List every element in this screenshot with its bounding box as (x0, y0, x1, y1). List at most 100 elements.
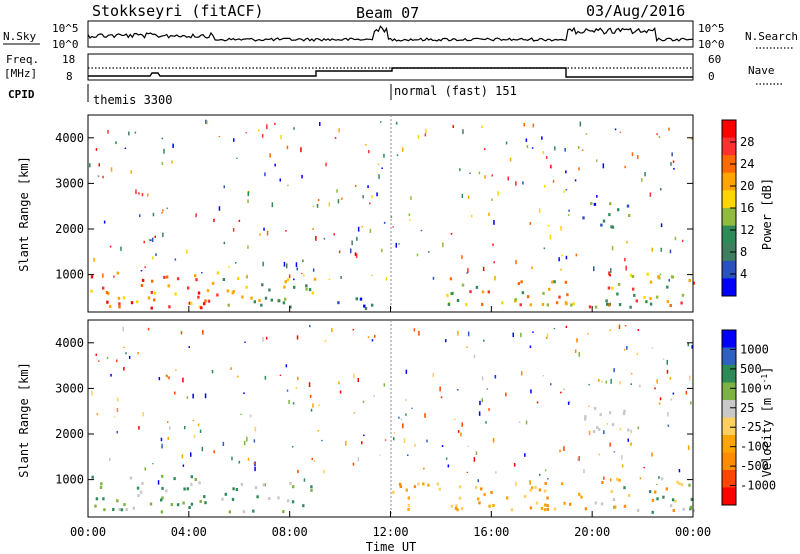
heat-cell (670, 162, 672, 166)
heat-cell (260, 303, 263, 307)
heat-cell (446, 293, 449, 297)
heat-cell (381, 167, 383, 170)
heat-cell (469, 290, 472, 294)
heat-cell (250, 296, 253, 300)
colorbar-frame (721, 329, 737, 506)
heat-cell (561, 254, 563, 257)
heat-cell (691, 137, 693, 140)
heat-cell (395, 121, 398, 125)
heat-cell (666, 369, 669, 374)
heat-cell (612, 498, 616, 501)
heat-cell (222, 441, 225, 447)
heat-cell (235, 262, 237, 264)
velocity-colorbar: 1000 500 100 25 -25 -100 -500 -1000 (721, 329, 776, 506)
xtick-label: 04:00 (171, 525, 207, 539)
heat-cell (365, 144, 367, 146)
nsky-tick-low: 10^0 (52, 38, 79, 51)
heat-cell (132, 506, 135, 510)
heat-cell (662, 495, 665, 499)
ytick-label: 4000 (55, 336, 84, 350)
nsky-panel-frame (87, 20, 694, 48)
heat-cell (626, 345, 628, 350)
nsky-trace (87, 25, 693, 43)
nave-tick-high: 60 (708, 53, 721, 66)
nsearch-tick-high: 10^5 (698, 22, 725, 35)
heat-cell (316, 204, 319, 208)
heat-cell (379, 454, 381, 456)
heat-cell (264, 172, 266, 177)
heat-cell (632, 287, 635, 291)
heat-cell (588, 305, 592, 309)
heat-cell (450, 233, 453, 235)
heat-cell (338, 381, 340, 385)
heat-cell (521, 291, 525, 295)
heat-cell (621, 455, 623, 460)
heat-cell (211, 370, 214, 374)
heat-cell (505, 141, 508, 145)
heat-cell (97, 175, 100, 177)
power-ylabel: Slant Range [km] (17, 156, 31, 272)
heat-cell (545, 336, 548, 339)
heat-cell (262, 337, 264, 342)
heat-cell (197, 423, 200, 427)
heat-cell (174, 391, 176, 395)
heat-cell (656, 379, 658, 384)
heat-cell (422, 482, 425, 486)
heat-cell (287, 184, 289, 187)
heat-cell (563, 501, 566, 505)
heat-cell (166, 375, 168, 378)
heat-cell (606, 423, 609, 425)
heat-cell (603, 476, 605, 480)
heat-cell (118, 305, 121, 309)
heat-cell (594, 406, 597, 410)
xtick-label: 08:00 (272, 525, 308, 539)
heat-cell (186, 487, 189, 491)
heat-cell (192, 419, 195, 422)
heat-cell (544, 503, 547, 507)
heat-cell (507, 176, 509, 181)
heat-cell (580, 495, 583, 499)
nsky-label: N.Sky (3, 30, 36, 43)
heat-cell (100, 482, 103, 486)
heat-cell (184, 426, 186, 430)
heat-cell (531, 486, 534, 490)
heat-cell (578, 146, 580, 149)
heat-cell (560, 225, 562, 231)
heat-cell (174, 292, 177, 296)
heat-cell (310, 488, 313, 492)
heat-cell (282, 301, 286, 305)
heat-cell (648, 490, 652, 494)
time-axis: 00:00 04:00 08:00 12:00 16:00 20:00 00:00 (70, 306, 711, 539)
heat-cell (153, 298, 156, 302)
heat-cell (203, 302, 206, 306)
colorbar-tick-label: -100 (740, 440, 769, 454)
heat-cell (204, 393, 207, 399)
heat-cell (660, 223, 663, 228)
heat-cell (493, 261, 495, 264)
heat-cell (125, 508, 128, 511)
heat-cell (624, 165, 626, 169)
heat-cell (669, 304, 672, 307)
heat-cell (277, 496, 280, 500)
heat-cell (483, 148, 486, 151)
heat-cell (356, 236, 358, 241)
heat-cell (369, 202, 371, 205)
colorbar-swatch (722, 382, 736, 401)
heat-cell (607, 303, 611, 307)
heat-cell (98, 360, 100, 362)
heat-cell (688, 279, 691, 282)
heat-cell (492, 243, 494, 247)
heat-cell (410, 196, 412, 200)
heat-cell (247, 457, 250, 461)
heat-cell (190, 482, 193, 486)
heat-cell (643, 466, 645, 469)
heat-cell (457, 389, 459, 391)
heat-cell (286, 499, 290, 503)
heat-cell (526, 144, 529, 149)
heat-cell (584, 507, 588, 511)
heat-cell (345, 440, 347, 446)
heat-cell (359, 297, 363, 301)
heat-cell (105, 291, 109, 294)
heat-cell (635, 299, 638, 303)
